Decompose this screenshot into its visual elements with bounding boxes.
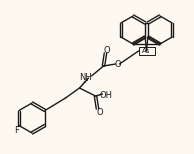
Text: F: F [15,126,19,135]
Text: NH: NH [79,73,92,81]
Text: O: O [103,45,110,55]
Text: As: As [142,48,151,54]
FancyBboxPatch shape [139,47,154,55]
Text: O: O [96,107,103,116]
Text: OH: OH [99,91,112,99]
Text: O: O [114,59,121,69]
